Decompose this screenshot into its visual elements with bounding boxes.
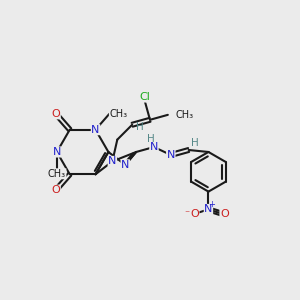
Text: H: H xyxy=(136,122,144,132)
Text: +: + xyxy=(208,200,215,209)
Text: N: N xyxy=(204,204,213,214)
Text: N: N xyxy=(108,156,116,167)
Text: CH₃: CH₃ xyxy=(176,110,194,120)
Text: CH₃: CH₃ xyxy=(110,109,128,119)
Text: N: N xyxy=(91,125,100,135)
Text: H: H xyxy=(191,138,199,148)
Text: O: O xyxy=(52,109,60,119)
Text: N: N xyxy=(167,150,175,160)
Text: CH₃: CH₃ xyxy=(48,169,66,179)
Text: N: N xyxy=(150,142,158,152)
Text: N: N xyxy=(121,160,129,170)
Text: O: O xyxy=(52,185,60,195)
Text: ⁻: ⁻ xyxy=(184,209,189,219)
Text: H: H xyxy=(147,134,155,144)
Text: Cl: Cl xyxy=(140,92,151,102)
Text: O: O xyxy=(190,209,199,219)
Text: N: N xyxy=(53,147,61,157)
Text: O: O xyxy=(220,209,229,219)
